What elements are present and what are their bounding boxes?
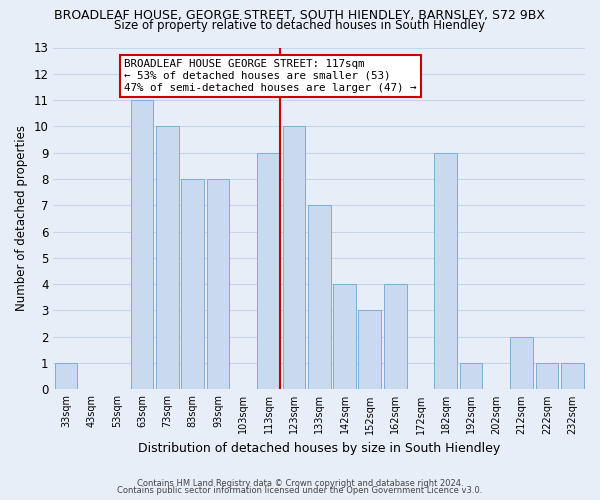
Text: BROADLEAF HOUSE GEORGE STREET: 117sqm
← 53% of detached houses are smaller (53)
: BROADLEAF HOUSE GEORGE STREET: 117sqm ← … [124,60,417,92]
Bar [511,336,533,390]
Bar [536,363,559,390]
Bar [181,179,204,390]
Bar [561,363,584,390]
Bar [333,284,356,390]
Bar [358,310,381,390]
Bar [257,152,280,390]
Bar [206,179,229,390]
Text: Size of property relative to detached houses in South Hiendley: Size of property relative to detached ho… [115,19,485,32]
Bar [384,284,407,390]
Text: Contains HM Land Registry data © Crown copyright and database right 2024.: Contains HM Land Registry data © Crown c… [137,478,463,488]
Bar [55,363,77,390]
Y-axis label: Number of detached properties: Number of detached properties [15,126,28,312]
Bar [308,206,331,390]
Bar [283,126,305,390]
Bar [156,126,179,390]
Bar [131,100,154,390]
Text: Contains public sector information licensed under the Open Government Licence v3: Contains public sector information licen… [118,486,482,495]
Bar [434,152,457,390]
Text: BROADLEAF HOUSE, GEORGE STREET, SOUTH HIENDLEY, BARNSLEY, S72 9BX: BROADLEAF HOUSE, GEORGE STREET, SOUTH HI… [55,9,545,22]
X-axis label: Distribution of detached houses by size in South Hiendley: Distribution of detached houses by size … [138,442,500,455]
Bar [460,363,482,390]
